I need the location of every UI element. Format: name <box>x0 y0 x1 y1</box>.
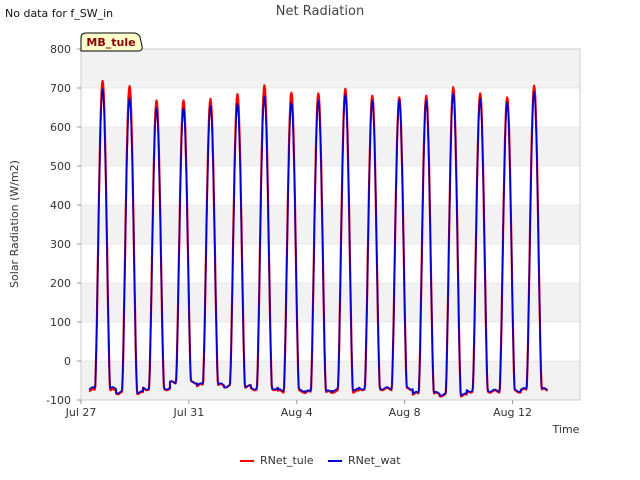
y-tick-label: 0 <box>64 355 71 368</box>
y-tick-label: -100 <box>46 394 71 407</box>
y-tick-label: 700 <box>50 82 71 95</box>
x-tick-label: Jul 27 <box>65 406 97 419</box>
background-band <box>81 49 580 88</box>
x-tick-label: Aug 8 <box>389 406 421 419</box>
y-tick-label: 200 <box>50 277 71 290</box>
y-axis-title: Solar Radiation (W/m2) <box>8 160 21 288</box>
legend-label-rnet-wat: RNet_wat <box>348 454 401 467</box>
background-bands <box>81 49 580 400</box>
series-line-rnet-wat <box>88 88 549 397</box>
y-tick-label: 500 <box>50 160 71 173</box>
x-axis-title: Time <box>552 423 580 436</box>
y-tick-label: 400 <box>50 199 71 212</box>
series-layer <box>88 79 549 398</box>
background-band <box>81 361 580 400</box>
background-band <box>81 127 580 166</box>
legend: RNet_tule RNet_wat <box>240 454 401 467</box>
site-badge-box <box>80 32 143 52</box>
x-tick-label: Aug 12 <box>493 406 532 419</box>
x-axis-ticks: Jul 27 Jul 31 Aug 4 Aug 8 Aug 12 <box>65 400 532 419</box>
y-tick-label: 600 <box>50 121 71 134</box>
chart-title: Net Radiation <box>276 4 364 19</box>
y-tick-label: 800 <box>50 43 71 56</box>
background-band <box>81 205 580 244</box>
no-data-notice: No data for f_SW_in <box>5 7 114 20</box>
background-band <box>81 283 580 322</box>
x-tick-label: Jul 31 <box>173 406 205 419</box>
x-tick-label: Aug 4 <box>281 406 313 419</box>
site-badge: MB_tule <box>80 32 143 52</box>
y-axis-ticks: -100 0 100 200 300 400 500 600 700 800 <box>46 43 81 407</box>
y-tick-label: 100 <box>50 316 71 329</box>
y-tick-label: 300 <box>50 238 71 251</box>
site-badge-label: MB_tule <box>86 36 135 49</box>
legend-label-rnet-tule: RNet_tule <box>260 454 314 467</box>
plot-frame <box>80 48 581 401</box>
